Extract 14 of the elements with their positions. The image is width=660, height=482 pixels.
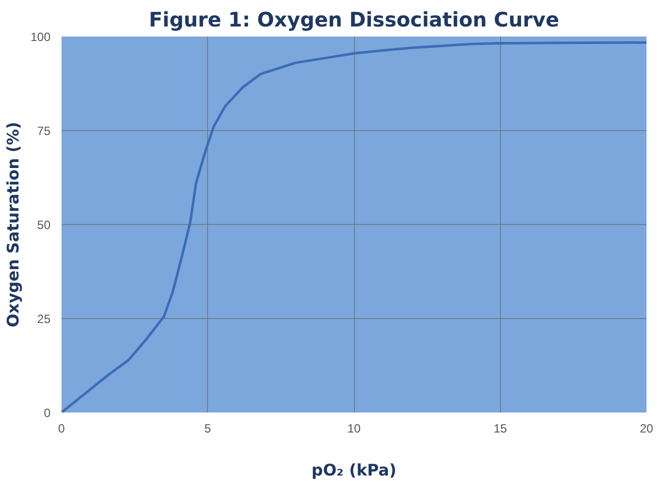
x-axis-title: pO₂ (kPa) xyxy=(312,460,397,480)
y-tick-label: 50 xyxy=(37,218,51,232)
y-tick-label: 0 xyxy=(44,406,51,420)
x-tick-label: 10 xyxy=(347,422,361,436)
x-tick-label: 0 xyxy=(58,422,66,436)
chart-title: Figure 1: Oxygen Dissociation Curve xyxy=(148,8,560,32)
y-axis-title: Oxygen Saturation (%) xyxy=(3,122,22,328)
line-series xyxy=(62,41,646,412)
x-tick-label: 5 xyxy=(204,422,212,436)
x-tick-label: 20 xyxy=(640,422,654,436)
x-tick-label: 15 xyxy=(494,422,508,436)
y-tick-label: 75 xyxy=(37,124,51,138)
y-tick-label: 25 xyxy=(37,312,51,326)
y-tick-label: 100 xyxy=(30,30,51,44)
